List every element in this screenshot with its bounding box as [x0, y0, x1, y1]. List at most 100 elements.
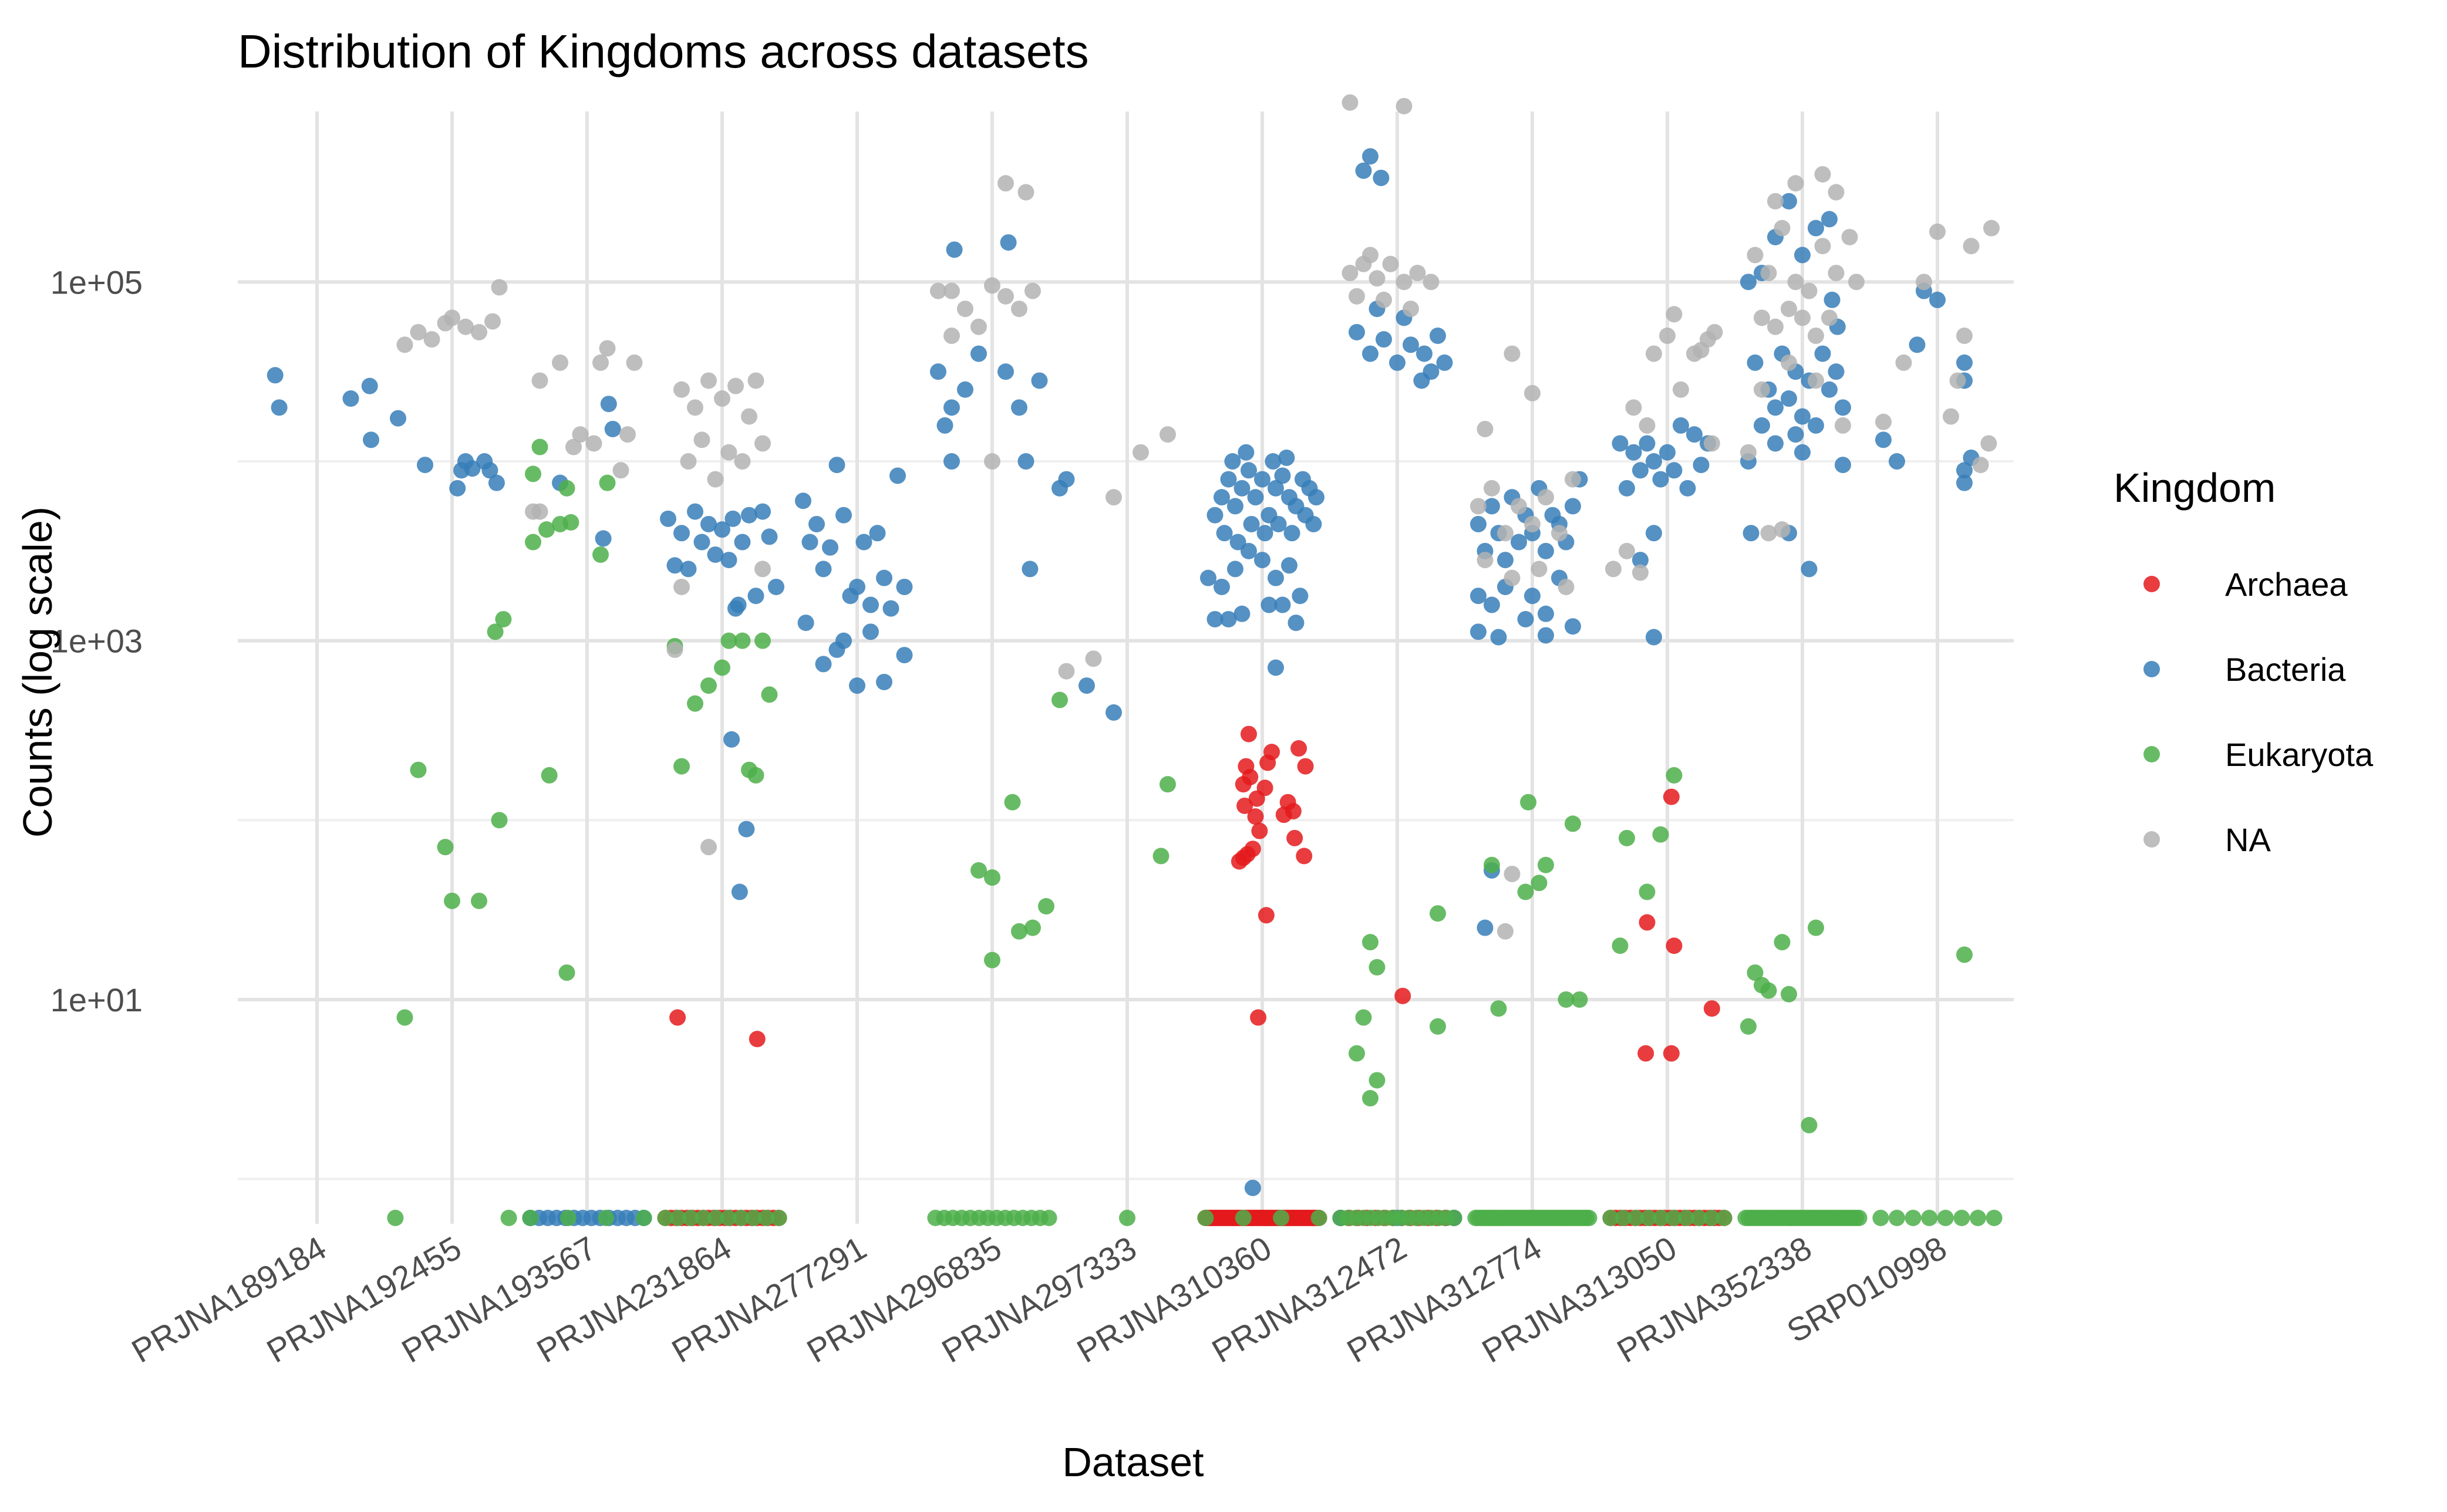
data-point [541, 767, 558, 784]
data-point [1612, 937, 1629, 954]
data-point [1511, 498, 1527, 515]
data-point [869, 525, 886, 542]
data-point [1290, 740, 1307, 757]
data-point [1231, 853, 1248, 870]
data-point [1214, 578, 1230, 595]
data-point [1235, 776, 1252, 793]
y-axis-tick-labels: 1e+01 1e+03 1e+05 [50, 264, 143, 1018]
data-point [761, 528, 778, 545]
data-point [1470, 498, 1487, 515]
data-point [1247, 489, 1264, 506]
data-point-zero [1986, 1210, 2003, 1226]
data-point [1814, 238, 1831, 255]
data-point [876, 673, 892, 690]
data-point [984, 951, 1000, 968]
data-point [531, 372, 548, 389]
data-point [1349, 1045, 1365, 1062]
data-point [592, 354, 609, 371]
data-point [1895, 354, 1912, 371]
data-point [849, 677, 865, 694]
data-point [862, 596, 879, 613]
data-point [1963, 238, 1980, 255]
data-point [363, 431, 379, 448]
data-point [882, 600, 899, 617]
data-point [700, 372, 717, 389]
data-point [1929, 291, 1946, 308]
data-point [930, 282, 946, 299]
data-point [984, 869, 1000, 886]
data-point-zero [1197, 1210, 1214, 1226]
data-point [943, 453, 960, 470]
data-point [1666, 306, 1683, 323]
data-point-zero [745, 1210, 762, 1226]
data-point [1355, 1009, 1372, 1026]
data-point [1484, 498, 1500, 515]
data-point [1160, 776, 1176, 793]
data-point [471, 323, 487, 340]
data-point [1767, 318, 1784, 335]
data-point [457, 318, 474, 335]
data-point [572, 426, 589, 443]
data-point [723, 731, 740, 748]
data-point [1241, 542, 1257, 559]
data-point [487, 623, 504, 640]
data-point [1470, 515, 1487, 532]
data-point [1250, 1009, 1267, 1026]
data-point [531, 503, 548, 520]
data-point [1342, 265, 1359, 282]
data-point [943, 328, 960, 345]
data-point [1801, 282, 1818, 299]
data-point [1808, 220, 1824, 237]
data-point [1538, 856, 1554, 873]
data-point [1241, 462, 1257, 479]
data-point [1801, 561, 1818, 578]
data-point [673, 758, 690, 775]
data-point [464, 460, 481, 477]
data-point [1929, 223, 1946, 240]
data-point [1693, 457, 1710, 474]
legend: Kingdom Archaea Bacteria Eukaryota NA [2114, 465, 2374, 858]
data-point [1983, 220, 2000, 237]
data-point-zero [1703, 1210, 1720, 1226]
data-point [1558, 991, 1575, 1008]
data-point [1305, 515, 1322, 532]
data-point [673, 578, 690, 595]
data-point-zero [1040, 1210, 1057, 1226]
data-point [1430, 905, 1446, 922]
data-point [1639, 417, 1656, 434]
data-point [1229, 534, 1246, 551]
data-point [1233, 605, 1251, 622]
data-point [1283, 525, 1300, 542]
data-point [267, 367, 284, 384]
data-point [1233, 480, 1251, 497]
data-point [1403, 301, 1419, 318]
data-point [1824, 291, 1841, 308]
data-point [1646, 345, 1662, 362]
data-point [390, 410, 406, 427]
data-point [1362, 1090, 1378, 1107]
data-point-zero [635, 1210, 652, 1226]
data-point [1224, 453, 1241, 470]
legend-label: NA [2225, 821, 2271, 858]
data-point [1781, 986, 1797, 1003]
data-point [1565, 498, 1581, 515]
data-point [984, 277, 1000, 294]
data-point [1504, 345, 1521, 362]
data-point [1524, 515, 1541, 532]
data-point [828, 641, 845, 658]
data-point [1659, 444, 1676, 461]
legend-key [2143, 661, 2160, 677]
data-point-zero [657, 1210, 674, 1226]
data-point [693, 534, 710, 551]
data-point [1814, 166, 1831, 183]
data-point [835, 507, 852, 524]
data-point [1794, 408, 1811, 425]
data-point [1916, 274, 1932, 291]
data-point [396, 1009, 413, 1026]
data-point [936, 417, 953, 434]
data-point [1740, 274, 1757, 291]
data-point [1389, 354, 1405, 371]
data-point [1396, 97, 1413, 114]
data-point [930, 363, 946, 380]
